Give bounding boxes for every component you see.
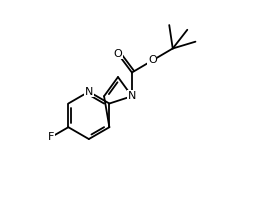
Text: O: O [113,49,122,59]
Text: N: N [85,87,93,97]
Text: F: F [48,132,54,142]
Text: O: O [148,55,157,66]
Text: N: N [128,91,136,101]
